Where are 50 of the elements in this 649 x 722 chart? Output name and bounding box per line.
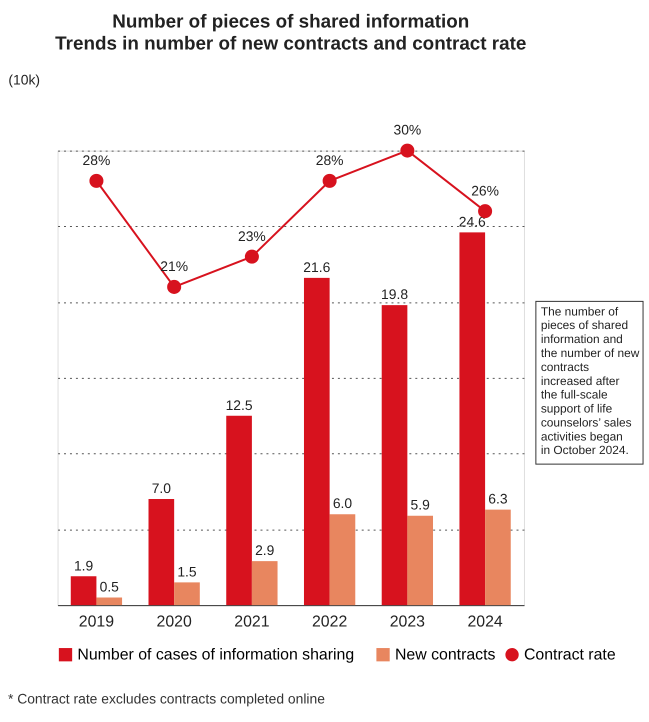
bar <box>252 561 278 606</box>
point <box>478 204 492 218</box>
text: * Contract rate excludes contracts completed online <box>8 690 326 706</box>
bar <box>174 582 200 606</box>
data-label: 2.9 <box>255 542 275 558</box>
data-label: 0.5 <box>100 578 120 595</box>
data-label: 24.6 <box>458 213 486 230</box>
data-label: 1.5 <box>177 563 197 580</box>
x-tick-label: 2022 <box>312 613 348 630</box>
data-label: 21.6 <box>303 258 331 275</box>
bar <box>96 598 122 606</box>
x-tick-label: 2023 <box>390 613 426 630</box>
data-label: 12.5 <box>226 396 253 413</box>
data-label: 28% <box>82 152 110 168</box>
bar <box>382 305 408 606</box>
data-label: 21% <box>160 258 188 274</box>
data-label: 26% <box>471 182 499 198</box>
point <box>322 174 337 188</box>
data-label: 1.9 <box>74 557 94 574</box>
legend-label: Contract rate <box>524 646 616 664</box>
legend-label: New contracts <box>394 646 496 664</box>
bar <box>148 499 174 606</box>
bar <box>330 514 356 606</box>
bar <box>70 576 96 606</box>
data-label: 19.8 <box>381 286 408 302</box>
data-label: 23% <box>238 228 266 244</box>
data-label: 7.0 <box>152 480 172 496</box>
x-tick-label: 2024 <box>467 613 503 630</box>
y-axis-title: (10k) <box>8 72 40 88</box>
x-tick-label: 2021 <box>234 613 270 630</box>
bar <box>304 278 330 606</box>
point <box>89 174 104 188</box>
data-label: 6.3 <box>488 490 508 507</box>
bar <box>485 510 511 606</box>
data-label: 6.0 <box>332 495 352 512</box>
chart-title: Number of pieces of shared information <box>112 10 470 32</box>
point <box>244 250 259 264</box>
x-tick-label: 2019 <box>78 613 114 630</box>
point <box>400 144 414 158</box>
x-tick-label: 2020 <box>156 613 192 630</box>
bar <box>226 416 252 606</box>
bar <box>459 232 486 606</box>
data-label: 5.9 <box>410 496 430 513</box>
point <box>167 280 182 294</box>
chart-subtitle: Trends in number of new contracts and contract rate <box>55 32 526 54</box>
bar <box>407 516 434 606</box>
data-label: 30% <box>393 122 422 138</box>
text: The number of pieces of shared information and the number of new contracts increased after the full-scale support of life counselors’ sales activities began in October 2024. <box>540 304 640 458</box>
data-label: 28% <box>316 152 344 168</box>
legend-label: Number of cases of information sharing <box>77 646 354 664</box>
